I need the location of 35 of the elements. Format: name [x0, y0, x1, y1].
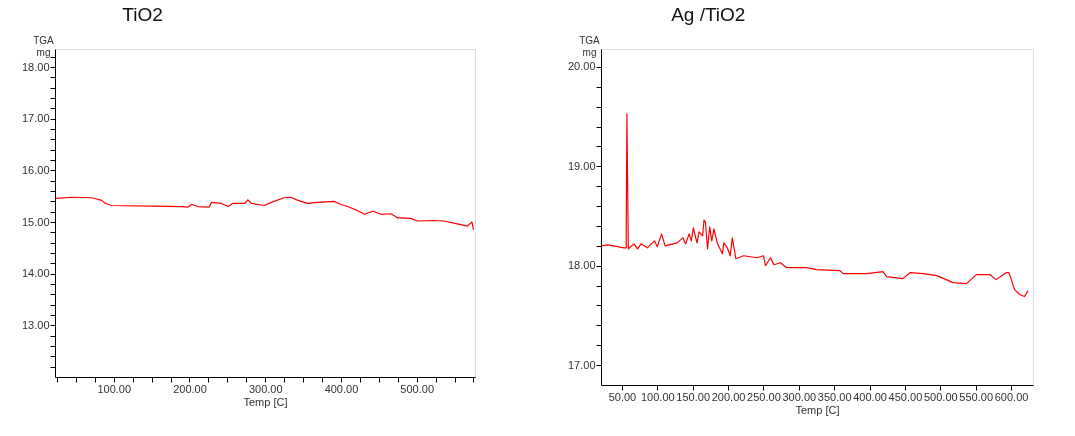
- x-axis-title: Temp [C]: [795, 403, 840, 416]
- x-tick-label: 450.00: [888, 390, 923, 403]
- x-tick-label: 600.00: [994, 390, 1029, 403]
- x-tick-label: 400.00: [324, 382, 359, 395]
- y-tick-label: 20.00: [567, 60, 596, 73]
- x-tick-label: 300.00: [782, 390, 817, 403]
- x-tick-label: 150.00: [676, 390, 711, 403]
- line-series: [600, 113, 1029, 298]
- x-tick-label: 200.00: [173, 382, 207, 395]
- x-tick-label: 500.00: [923, 390, 958, 403]
- y-tick-label: 17.00: [567, 358, 596, 371]
- y-tick-label: 18.00: [21, 60, 50, 73]
- chart-title: Ag /TiO2: [671, 4, 746, 25]
- x-tick-label: 200.00: [711, 390, 746, 403]
- y-tick-label: 16.00: [21, 163, 50, 176]
- x-axis-title: Temp [C]: [243, 395, 288, 408]
- x-tick-label: 500.00: [400, 382, 435, 395]
- x-tick-label: 250.00: [747, 390, 781, 403]
- y-tick-label: 19.00: [567, 159, 596, 172]
- x-tick-label: 300.00: [248, 382, 283, 395]
- y-tick-label: 17.00: [21, 112, 50, 125]
- x-tick-label: 100.00: [640, 390, 675, 403]
- chart-title: TiO2: [122, 4, 163, 25]
- y-tick-label: 18.00: [567, 259, 596, 272]
- y-tick-label: 13.00: [21, 318, 50, 331]
- y-tick-label: 14.00: [21, 267, 50, 280]
- x-tick-label: 50.00: [608, 390, 637, 403]
- y-axis-title: TGA mg: [579, 34, 601, 58]
- x-tick-label: 550.00: [959, 390, 994, 403]
- y-tick-label: 15.00: [21, 215, 50, 228]
- y-axis-title: TGA mg: [33, 34, 55, 58]
- line-series: [54, 196, 475, 231]
- x-tick-label: 100.00: [97, 382, 132, 395]
- x-tick-label: 400.00: [853, 390, 887, 403]
- x-tick-label: 350.00: [817, 390, 852, 403]
